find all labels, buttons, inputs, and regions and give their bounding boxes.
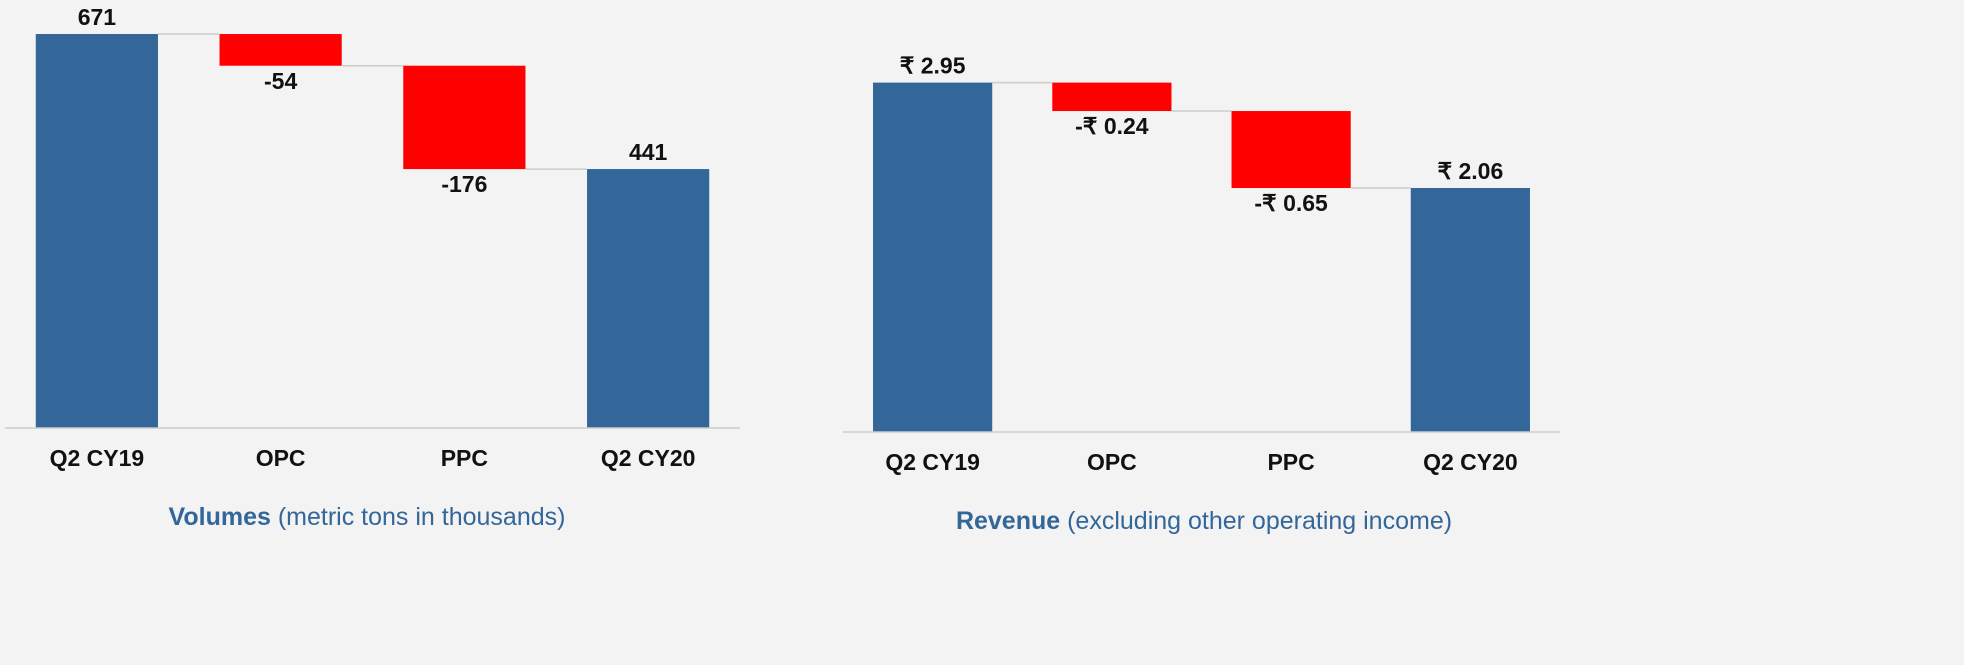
bar bbox=[219, 34, 342, 66]
bar bbox=[1231, 111, 1351, 189]
chart-subtitle: (metric tons in thousands) bbox=[278, 503, 566, 531]
x-tick-label: Q2 CY20 bbox=[601, 445, 696, 471]
bar bbox=[403, 65, 526, 170]
x-tick-label: Q2 CY20 bbox=[1423, 449, 1518, 475]
value-label: 441 bbox=[629, 139, 668, 165]
value-label: ₹ 2.95 bbox=[900, 53, 966, 79]
chart: ₹ 2.95 Q2 CY19 -₹ 0.24 OPC -₹ 0.65 PPC ₹ 2.06 Q… bbox=[843, 53, 1560, 535]
chart-title: Volumes bbox=[169, 503, 271, 531]
x-tick-label: Q2 CY19 bbox=[885, 449, 980, 475]
value-label: -₹ 0.24 bbox=[1075, 113, 1149, 139]
value-label: -₹ 0.65 bbox=[1254, 190, 1328, 216]
value-label: -176 bbox=[441, 171, 487, 197]
bar bbox=[873, 82, 993, 432]
value-label: ₹ 2.06 bbox=[1437, 158, 1503, 184]
bar bbox=[1410, 188, 1530, 432]
x-tick-label: Q2 CY19 bbox=[50, 445, 145, 471]
chart: 671 Q2 CY19 -54 OPC -176 PPC 441 Q2 CY20 Volumes… bbox=[5, 4, 740, 531]
x-tick-label: PPC bbox=[441, 445, 488, 471]
value-label: 671 bbox=[78, 4, 117, 30]
chart-title: Revenue bbox=[956, 507, 1060, 535]
chart-caption: Revenue (excluding other operating incom… bbox=[956, 507, 1452, 535]
bar bbox=[587, 169, 710, 428]
value-label: -54 bbox=[264, 68, 297, 94]
bar bbox=[35, 34, 158, 429]
chart-subtitle: (excluding other operating income) bbox=[1067, 507, 1452, 535]
x-tick-label: OPC bbox=[256, 445, 306, 471]
x-tick-label: PPC bbox=[1267, 449, 1314, 475]
x-tick-label: OPC bbox=[1087, 449, 1137, 475]
chart-caption: Volumes (metric tons in thousands) bbox=[169, 503, 566, 531]
bar bbox=[1052, 82, 1172, 112]
